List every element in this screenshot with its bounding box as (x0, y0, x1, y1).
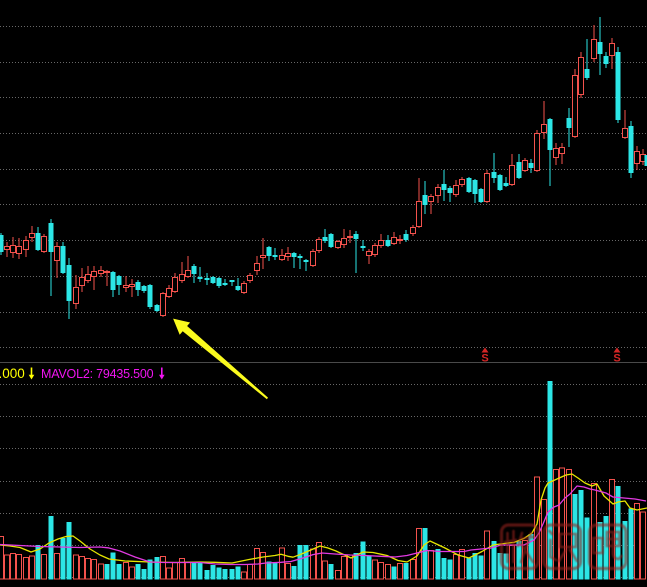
svg-text:S: S (613, 353, 620, 365)
svg-text:.000: .000 (0, 366, 25, 381)
svg-text:MAVOL2: 79435.500: MAVOL2: 79435.500 (41, 367, 154, 381)
svg-text:S: S (481, 353, 488, 365)
